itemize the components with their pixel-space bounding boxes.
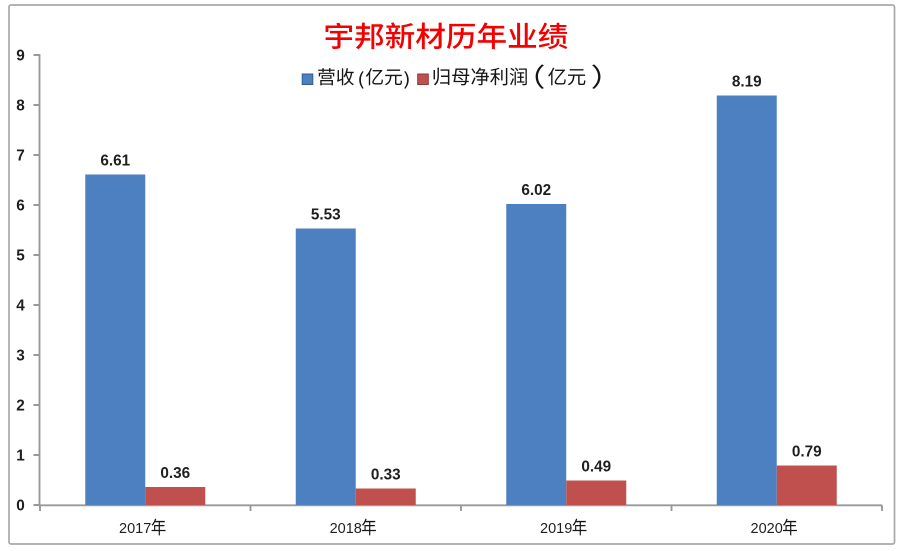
- svg-text:0.49: 0.49: [581, 459, 611, 476]
- svg-text:5.53: 5.53: [311, 207, 341, 224]
- svg-text:4: 4: [16, 297, 25, 314]
- svg-text:0.36: 0.36: [160, 465, 190, 482]
- svg-text:2018: 2018: [330, 521, 362, 537]
- svg-text:2: 2: [16, 397, 25, 414]
- svg-text:3: 3: [16, 347, 25, 364]
- svg-text:0.33: 0.33: [371, 467, 401, 484]
- svg-text:6.61: 6.61: [100, 153, 130, 170]
- svg-text:9: 9: [16, 47, 25, 64]
- svg-text:8.19: 8.19: [732, 74, 762, 91]
- svg-text:5: 5: [16, 247, 25, 264]
- svg-text:2019: 2019: [540, 521, 572, 537]
- svg-text:0.79: 0.79: [792, 444, 822, 461]
- svg-text:2020: 2020: [751, 521, 783, 537]
- svg-text:7: 7: [16, 147, 25, 164]
- svg-text:1: 1: [16, 447, 25, 464]
- svg-text:2017: 2017: [119, 521, 151, 537]
- svg-text:6.02: 6.02: [521, 182, 551, 199]
- svg-text:8: 8: [16, 97, 25, 114]
- svg-text:6: 6: [16, 197, 25, 214]
- svg-text:0: 0: [16, 497, 25, 514]
